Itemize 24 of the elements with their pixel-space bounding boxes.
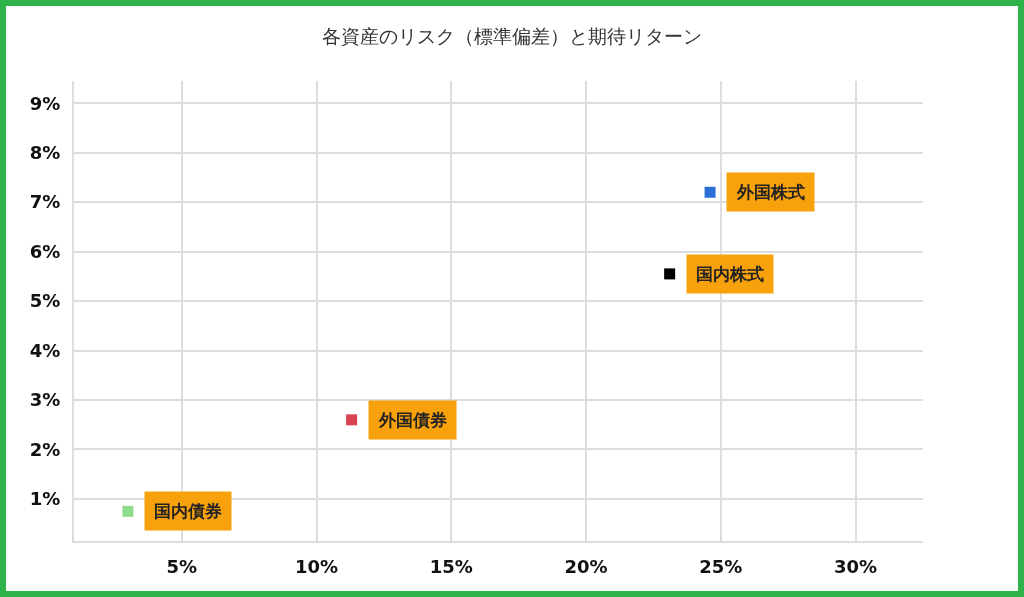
- y-tick-label: 2%: [29, 438, 61, 460]
- x-tick-label: 20%: [564, 555, 608, 577]
- x-tick-label: 5%: [166, 555, 198, 577]
- y-tick-label: 7%: [29, 191, 61, 213]
- y-tick-label: 4%: [29, 339, 61, 361]
- x-tick-label: 30%: [834, 555, 878, 577]
- point: [346, 414, 358, 426]
- y-tick-label: 6%: [29, 240, 61, 262]
- point: [704, 186, 716, 198]
- series-label: 外国債券: [378, 410, 447, 430]
- y-tick-label: 8%: [29, 142, 61, 164]
- y-tick-label: 9%: [29, 92, 61, 114]
- point: [122, 505, 134, 517]
- point: [664, 268, 676, 280]
- y-tick-label: 3%: [29, 389, 61, 411]
- series-label: 外国株式: [736, 182, 805, 202]
- chart-title: 各資産のリスク（標準偏差）と期待リターン: [322, 24, 702, 47]
- x-tick-label: 10%: [295, 555, 339, 577]
- y-tick-label: 5%: [29, 290, 61, 312]
- x-tick-label: 15%: [429, 555, 473, 577]
- series-label: 国内債券: [154, 501, 222, 521]
- x-tick-label: 25%: [699, 555, 743, 577]
- series-label: 国内株式: [696, 264, 764, 284]
- y-tick-label: 1%: [29, 488, 61, 510]
